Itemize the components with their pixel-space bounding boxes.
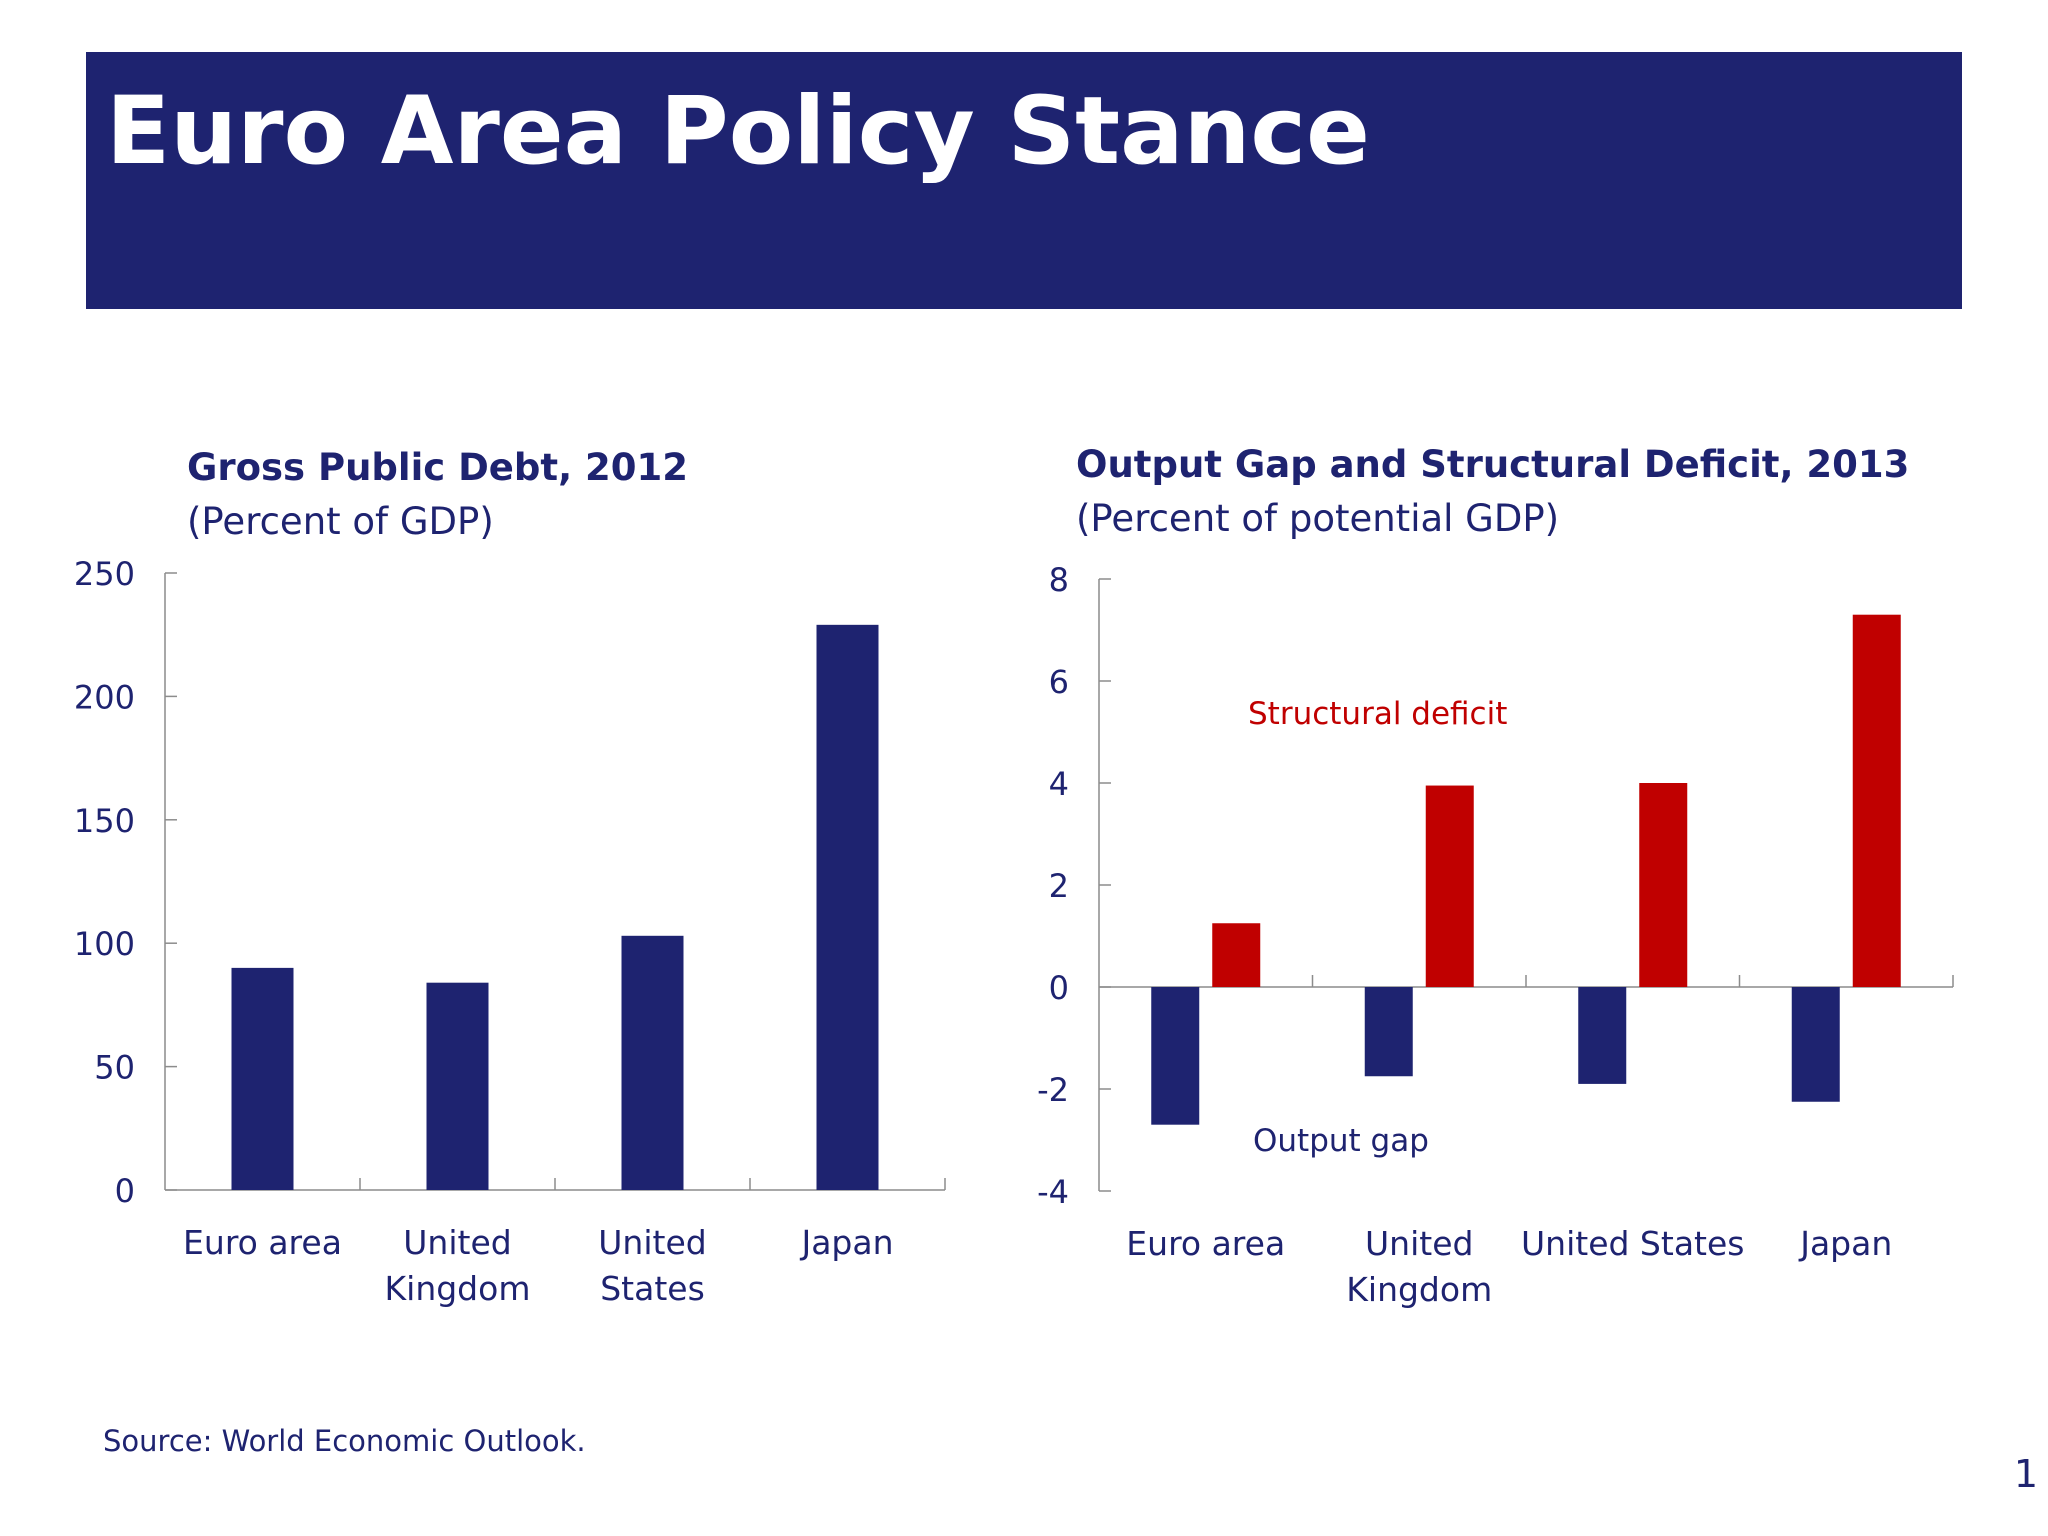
y-tick-label: 100 <box>74 925 135 963</box>
category-label: United <box>403 1223 511 1262</box>
structural-deficit-label: Structural deficit <box>1248 696 1507 732</box>
y-tick-label: 6 <box>1049 663 1069 701</box>
category-label: Japan <box>799 1223 893 1262</box>
title-banner: Euro Area Policy Stance <box>86 52 1962 309</box>
y-tick-label: -2 <box>1037 1071 1069 1109</box>
category-label: Euro area <box>183 1223 342 1262</box>
debt-chart-subtitle: (Percent of GDP) <box>187 500 494 543</box>
y-tick-label: 4 <box>1049 765 1069 803</box>
structural-deficit-bar <box>1212 923 1261 987</box>
category-label: Euro area <box>1126 1224 1285 1263</box>
series-bar <box>231 967 294 1190</box>
gap-chart-subtitle: (Percent of potential GDP) <box>1076 497 1560 540</box>
category-label: Kingdom <box>1346 1270 1492 1309</box>
y-tick-label: 150 <box>74 802 135 840</box>
category-label: Japan <box>1798 1224 1892 1263</box>
debt-chart-title: Gross Public Debt, 2012 <box>187 446 688 489</box>
category-label: United <box>598 1223 706 1262</box>
structural-deficit-bar <box>1639 783 1688 987</box>
structural-deficit-bar <box>1852 614 1901 987</box>
y-tick-label: 2 <box>1049 867 1069 905</box>
y-tick-label: 8 <box>1049 561 1069 599</box>
output-gap-bar <box>1364 987 1413 1077</box>
y-tick-label: 0 <box>1049 969 1069 1007</box>
output-gap-bar <box>1791 987 1840 1102</box>
y-tick-label: 0 <box>115 1172 135 1210</box>
category-label: United <box>1365 1224 1473 1263</box>
output-gap-bar <box>1151 987 1200 1125</box>
output-gap-bar <box>1578 987 1627 1084</box>
category-label: Kingdom <box>385 1269 531 1308</box>
page-title: Euro Area Policy Stance <box>106 77 1370 186</box>
y-tick-label: 250 <box>74 555 135 593</box>
source-note: Source: World Economic Outlook. <box>103 1424 586 1458</box>
gap-chart-title: Output Gap and Structural Deficit, 2013 <box>1076 443 1910 486</box>
series-bar <box>621 935 684 1190</box>
structural-deficit-bar <box>1425 785 1474 987</box>
series-bar <box>816 624 879 1190</box>
y-tick-label: -4 <box>1037 1173 1069 1211</box>
page-number: 1 <box>2013 1452 2038 1496</box>
y-tick-label: 50 <box>94 1049 135 1087</box>
category-label: United States <box>1521 1224 1744 1263</box>
y-tick-label: 200 <box>74 678 135 716</box>
series-bar <box>426 982 489 1190</box>
category-label: States <box>600 1269 705 1308</box>
output-gap-label: Output gap <box>1253 1123 1429 1159</box>
